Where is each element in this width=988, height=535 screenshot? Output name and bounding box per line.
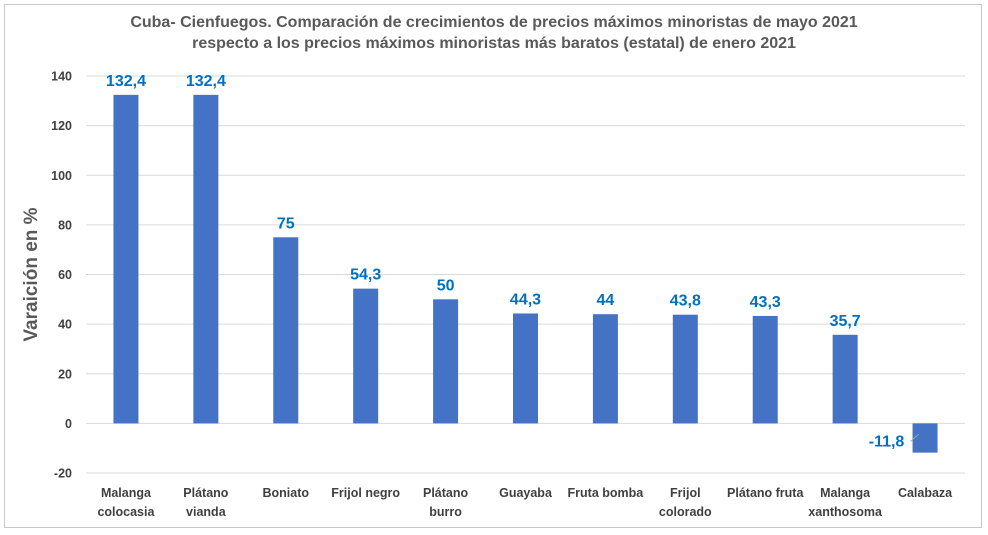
bar	[433, 299, 459, 424]
category-label: colocasia	[97, 505, 155, 519]
data-label: 43,8	[670, 293, 701, 310]
bar	[912, 423, 938, 453]
category-label: xanthosoma	[808, 505, 883, 519]
y-tick-label: -20	[54, 467, 72, 481]
y-tick-label: 0	[65, 417, 72, 431]
y-tick-labels: -20 0 20 40 60 80 100 120 140	[51, 70, 72, 481]
category-label: Guayaba	[499, 486, 553, 500]
chart-title-line-1: Cuba- Cienfuegos. Comparación de crecimi…	[130, 14, 857, 31]
bar	[113, 94, 139, 424]
bar	[193, 94, 219, 424]
bar	[592, 314, 618, 424]
category-label: colorado	[659, 505, 712, 519]
data-label: 43,3	[750, 294, 781, 311]
y-tick-label: 80	[58, 218, 72, 232]
category-label: Calabaza	[898, 486, 953, 500]
category-label: Malanga	[820, 486, 871, 500]
bar	[672, 314, 698, 424]
category-label: Plátano	[183, 486, 229, 500]
chart-title: Cuba- Cienfuegos. Comparación de crecimi…	[130, 14, 857, 52]
category-label: Malanga	[101, 486, 152, 500]
bars	[113, 94, 938, 453]
data-label: 75	[277, 215, 295, 232]
data-label: 132,4	[186, 73, 226, 90]
y-tick-label: 100	[51, 169, 72, 183]
category-label: burro	[429, 505, 462, 519]
chart-frame	[4, 4, 982, 528]
y-axis-label: Varaición en %	[21, 207, 42, 341]
category-label: Boniato	[263, 486, 310, 500]
y-tick-label: 60	[58, 268, 72, 282]
chart-title-line-2: respecto a los precios máximos minorista…	[192, 35, 796, 52]
category-label: Plátano	[423, 486, 469, 500]
bar	[513, 313, 538, 424]
y-tick-label: 20	[58, 367, 72, 381]
data-label: 54,3	[350, 267, 381, 284]
category-labels: Malanga colocasia Plátano vianda Boniato Frij…	[97, 486, 953, 519]
bar	[273, 237, 299, 424]
data-label: 35,7	[830, 313, 861, 330]
y-tick-label: 140	[51, 70, 72, 84]
category-label: Frijol negro	[331, 486, 400, 500]
bar	[752, 315, 778, 424]
data-label: 132,4	[106, 73, 146, 90]
gridlines	[86, 75, 965, 474]
category-label: Frijol	[670, 486, 701, 500]
category-label: vianda	[186, 505, 227, 519]
data-label: 44	[597, 292, 615, 309]
data-labels: 132,4 132,4 75 54,3 50 44,3 44 43,8 43,3 35,7 -11,…	[106, 73, 919, 450]
bar	[832, 334, 858, 424]
category-label: Fruta bomba	[568, 486, 645, 500]
data-label: -11,8	[869, 433, 905, 450]
category-label: Plátano fruta	[727, 486, 804, 500]
data-label: 50	[437, 277, 455, 294]
data-label: 44,3	[510, 291, 541, 308]
leader-line	[910, 433, 919, 442]
y-tick-label: 40	[58, 318, 72, 332]
bar	[353, 288, 379, 424]
y-tick-label: 120	[51, 119, 72, 133]
